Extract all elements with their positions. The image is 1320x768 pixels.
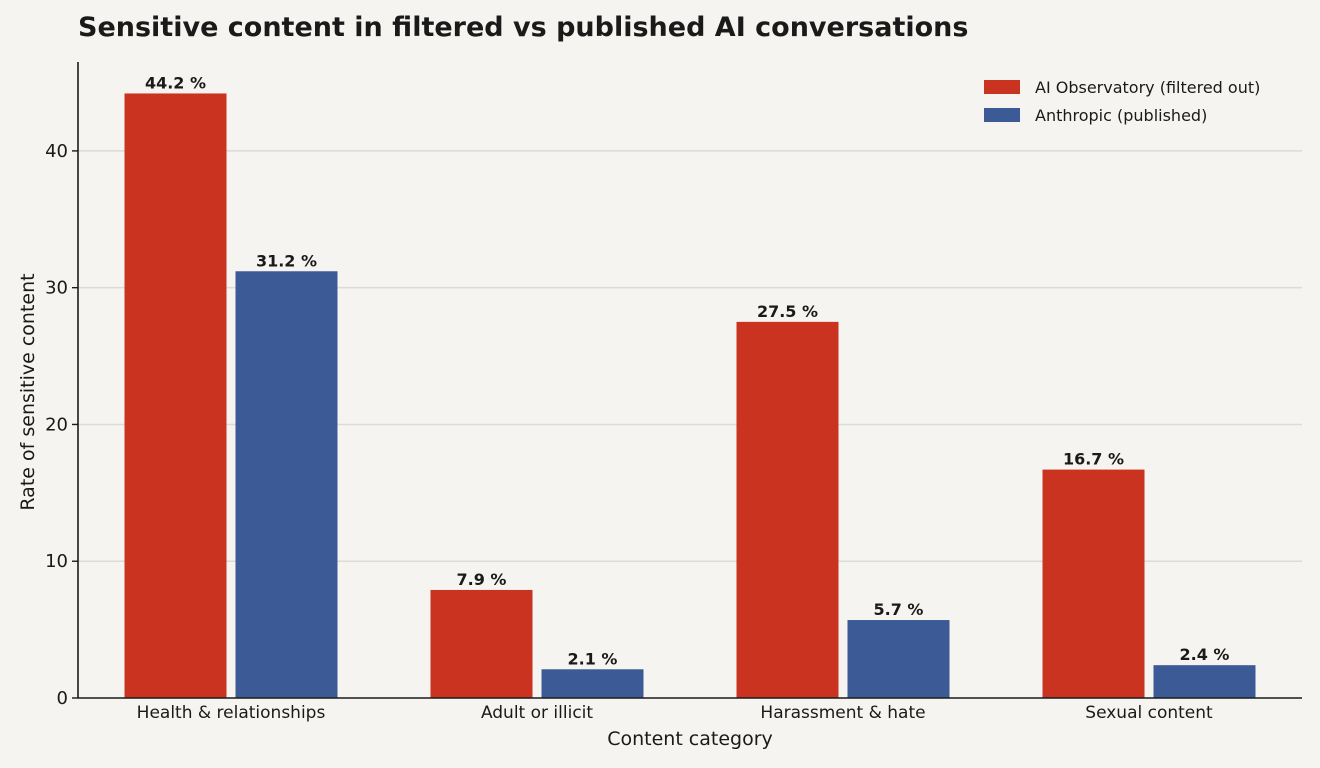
x-axis-title: Content category <box>607 728 773 750</box>
data-label: 16.7 % <box>1063 450 1124 469</box>
data-label: 2.4 % <box>1180 645 1230 664</box>
y-tick-label: 40 <box>45 141 68 162</box>
axes: 0 10 20 30 40 Health & relationships Adult or … <box>17 62 1302 750</box>
bars <box>124 93 1256 698</box>
legend-swatch <box>984 80 1020 94</box>
x-tick-label: Sexual content <box>1085 703 1213 723</box>
legend-label: Anthropic (published) <box>1035 106 1207 125</box>
bar <box>430 589 533 698</box>
bar <box>541 669 644 698</box>
data-label: 5.7 % <box>874 600 924 619</box>
y-tick-label: 10 <box>45 551 68 572</box>
data-label: 27.5 % <box>757 302 818 321</box>
x-tick-label: Health & relationships <box>137 703 326 723</box>
bar <box>124 93 227 698</box>
bar <box>1153 665 1256 698</box>
legend-label: AI Observatory (filtered out) <box>1035 78 1260 97</box>
y-tick-label: 0 <box>57 688 68 709</box>
bar <box>1042 469 1145 698</box>
bar <box>847 620 950 698</box>
chart-title: Sensitive content in filtered vs publish… <box>78 12 969 43</box>
data-label: 31.2 % <box>256 251 317 270</box>
data-label: 44.2 % <box>145 73 206 92</box>
value-labels: 44.2 % 31.2 % 7.9 % 2.1 % 27.5 % 5.7 % 16.7 % 2… <box>145 73 1230 668</box>
legend-swatch <box>984 108 1020 122</box>
x-tick-label: Adult or illicit <box>481 703 593 723</box>
x-tick-label: Harassment & hate <box>760 703 925 723</box>
y-tick-label: 20 <box>45 414 68 435</box>
data-label: 7.9 % <box>457 570 507 589</box>
bar <box>235 271 338 698</box>
legend: AI Observatory (filtered out) Anthropic (… <box>984 78 1260 125</box>
y-tick-label: 30 <box>45 278 68 299</box>
data-label: 2.1 % <box>568 649 618 668</box>
bar <box>736 321 839 698</box>
y-axis-title: Rate of sensitive content <box>17 273 39 510</box>
